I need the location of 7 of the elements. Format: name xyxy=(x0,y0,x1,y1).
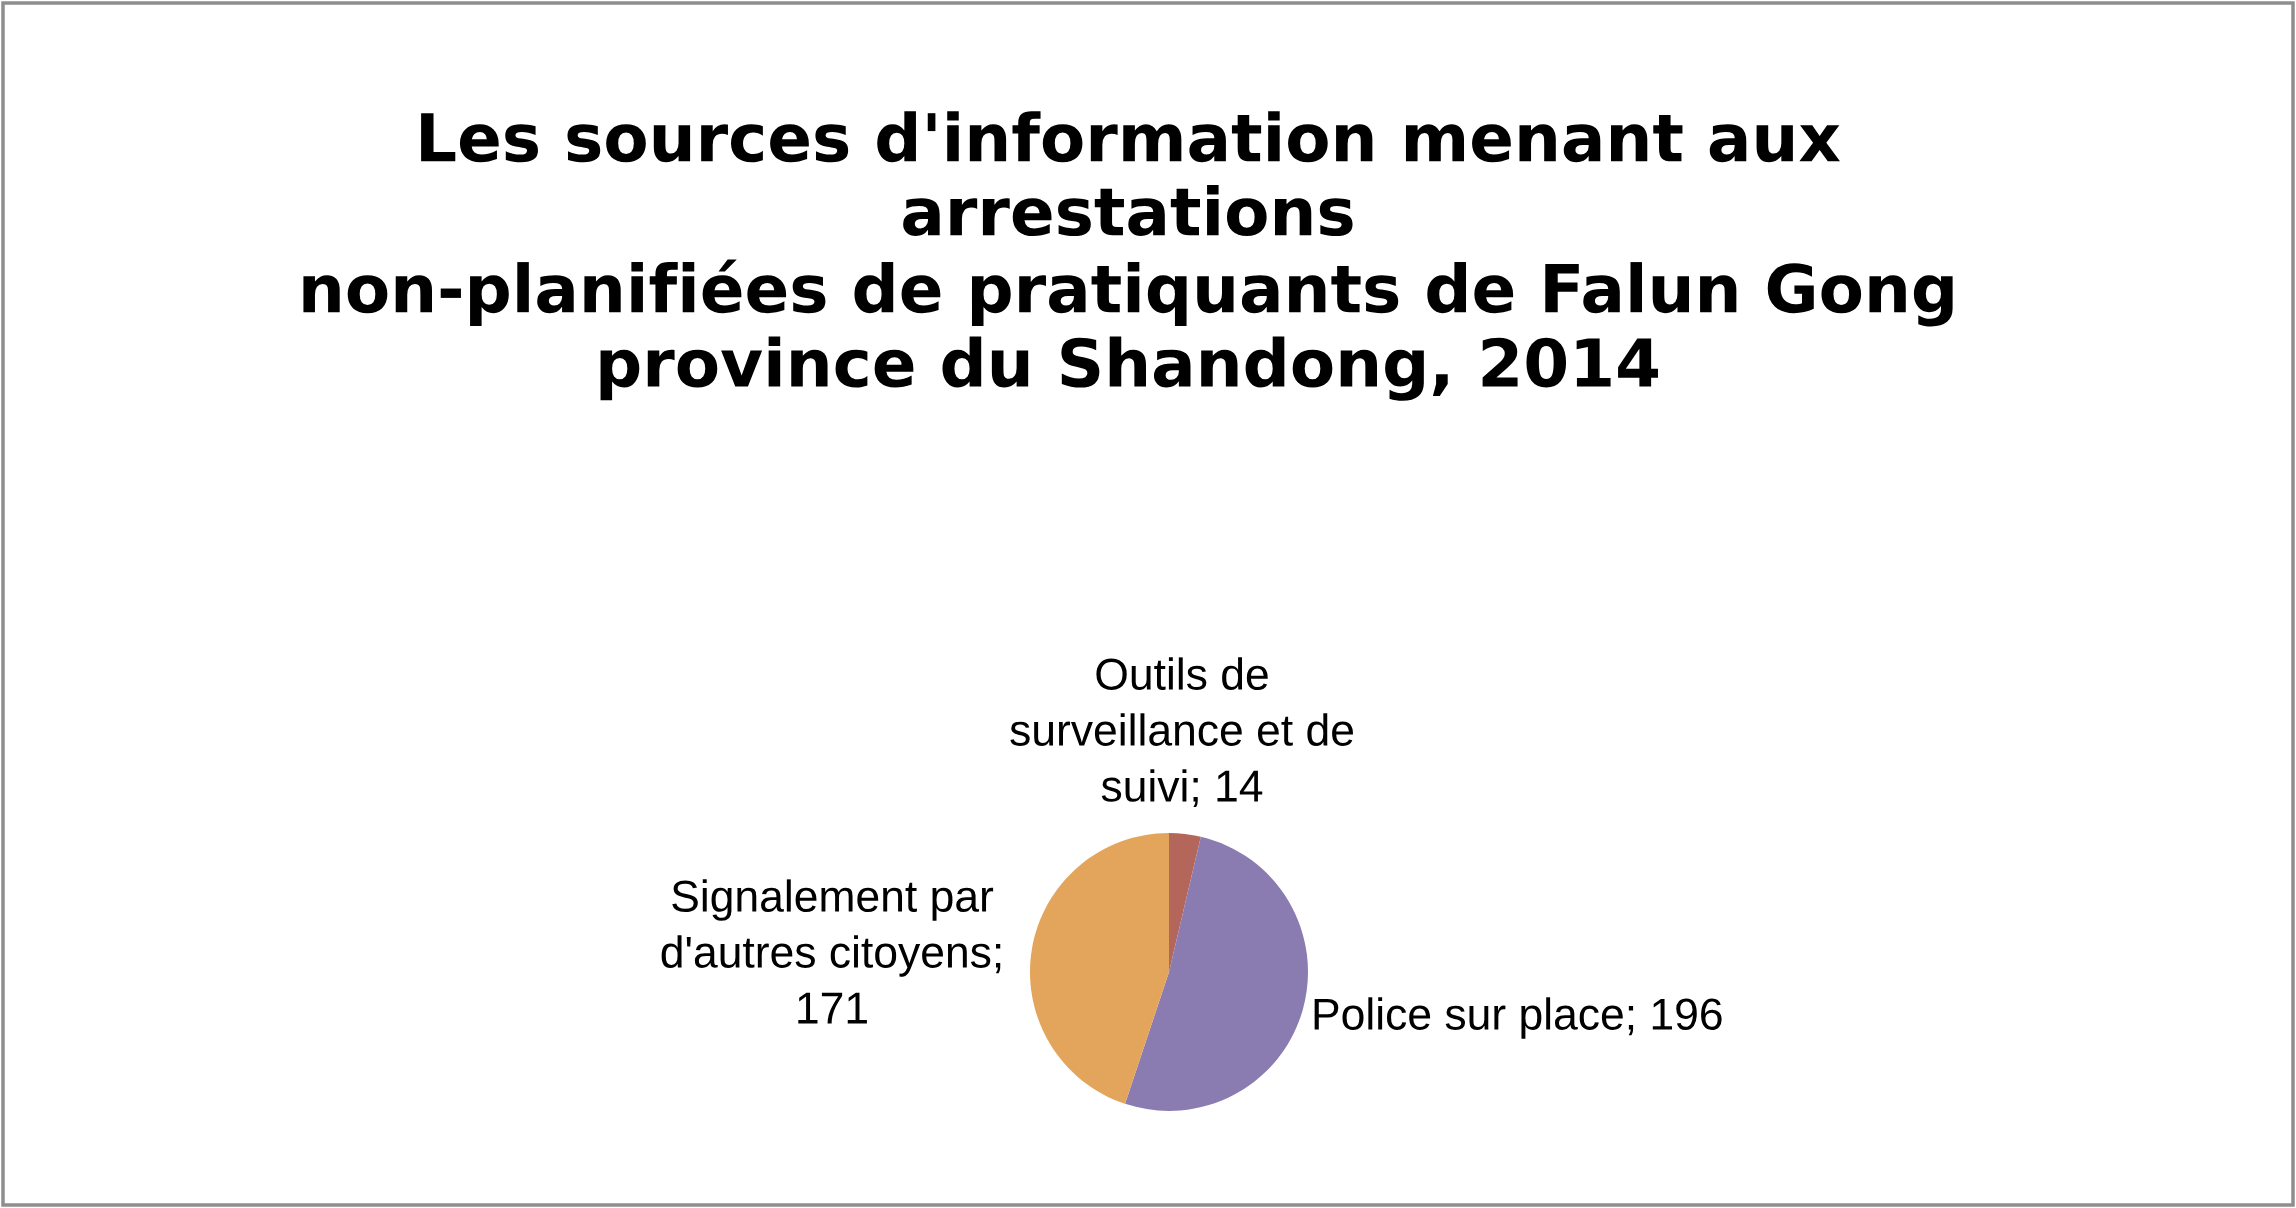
slice-label: Signalement par d'autres citoyens; 171 xyxy=(661,879,1001,1024)
pie-slice xyxy=(1169,833,1201,972)
slice-label: Outils de surveillance et de suivi; 14 xyxy=(1010,657,1353,808)
slice-label: Police sur place; 196 xyxy=(1314,997,1722,1039)
pie-slice xyxy=(1125,836,1308,1111)
pie-slice xyxy=(1030,833,1169,1104)
chart-title: Les sources d'information menant aux arrestations non-planifiées de pratiquants de Falun Gong province du Shandong, 2014 xyxy=(303,111,1953,401)
